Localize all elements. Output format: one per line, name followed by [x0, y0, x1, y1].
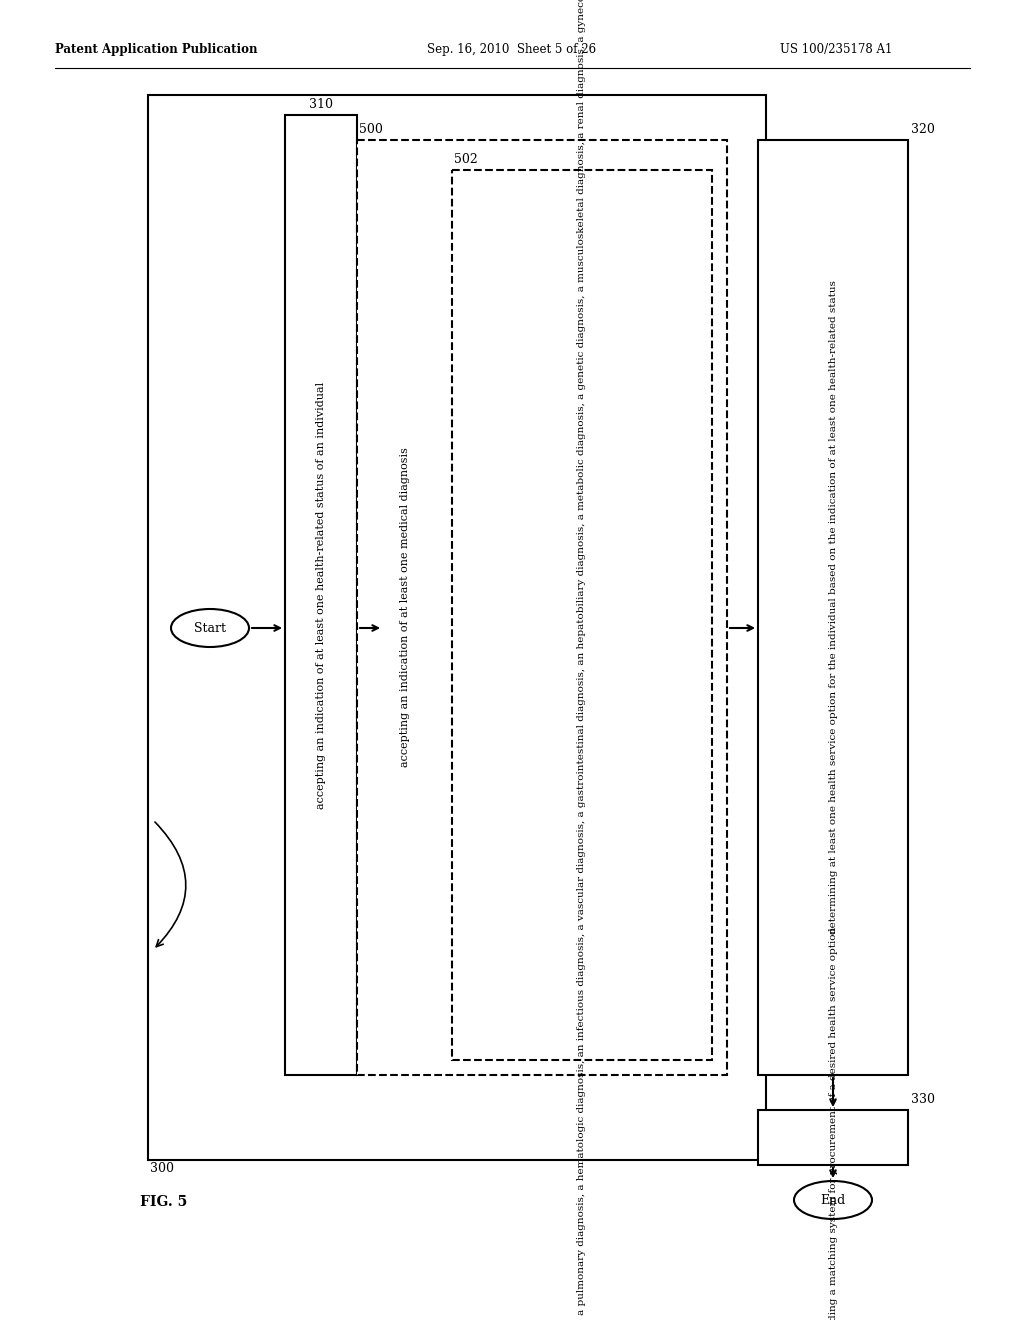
Bar: [148, 95, 766, 1160]
Ellipse shape: [794, 1181, 872, 1218]
Text: accepting an indication of at least one of an oncologic diagnosis, a cardiac dia: accepting an indication of at least one …: [578, 0, 587, 1320]
Text: 500: 500: [359, 123, 383, 136]
Text: FIG. 5: FIG. 5: [140, 1195, 187, 1209]
Text: Patent Application Publication: Patent Application Publication: [55, 44, 257, 57]
Text: End: End: [820, 1193, 846, 1206]
Bar: [452, 170, 712, 1060]
Text: 310: 310: [309, 98, 333, 111]
Bar: [758, 1110, 908, 1166]
Bar: [357, 140, 727, 1074]
Text: 502: 502: [454, 153, 478, 166]
Text: determining at least one health service option for the individual based on the i: determining at least one health service …: [828, 281, 838, 935]
Text: accepting an indication of at least one health-related status of an individual: accepting an indication of at least one …: [316, 381, 326, 809]
Text: providing a matching system for procurement of a desired health service option: providing a matching system for procurem…: [828, 927, 838, 1320]
Text: accepting an indication of at least one medical diagnosis: accepting an indication of at least one …: [400, 447, 410, 767]
Text: 320: 320: [911, 123, 935, 136]
Text: Start: Start: [194, 622, 226, 635]
Text: US 100/235178 A1: US 100/235178 A1: [780, 44, 892, 57]
Text: Sep. 16, 2010  Sheet 5 of 26: Sep. 16, 2010 Sheet 5 of 26: [427, 44, 597, 57]
Bar: [758, 140, 908, 1074]
Text: 330: 330: [911, 1093, 935, 1106]
FancyArrowPatch shape: [155, 822, 185, 946]
Text: 300: 300: [150, 1162, 174, 1175]
Ellipse shape: [171, 609, 249, 647]
Bar: [285, 115, 357, 1074]
